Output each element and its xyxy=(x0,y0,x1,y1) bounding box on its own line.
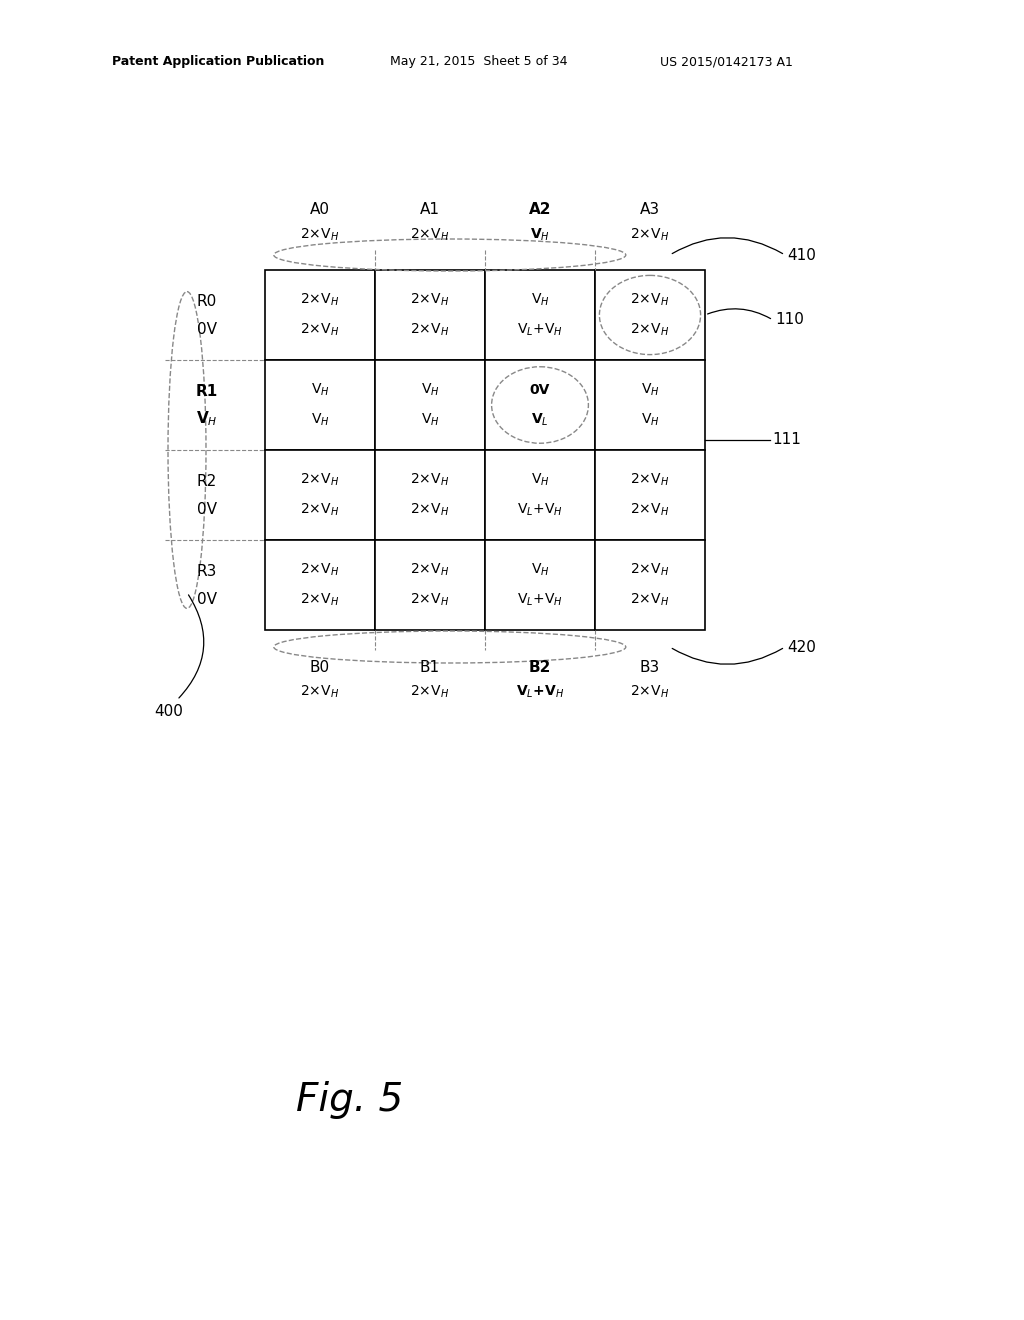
Text: 400: 400 xyxy=(155,705,183,719)
Bar xyxy=(375,360,485,450)
Text: 2×V$_H$: 2×V$_H$ xyxy=(631,471,670,488)
Text: 420: 420 xyxy=(787,639,816,655)
Text: V$_H$: V$_H$ xyxy=(530,561,549,578)
Text: 2×V$_H$: 2×V$_H$ xyxy=(300,502,340,519)
Bar xyxy=(485,540,595,630)
Text: V$_L$+V$_H$: V$_L$+V$_H$ xyxy=(517,502,563,519)
Bar xyxy=(375,540,485,630)
Bar xyxy=(595,271,705,360)
Bar xyxy=(265,360,375,450)
Text: 111: 111 xyxy=(772,433,801,447)
Text: Fig. 5: Fig. 5 xyxy=(296,1081,403,1119)
Text: 2×V$_H$: 2×V$_H$ xyxy=(411,561,450,578)
Text: 2×V$_H$: 2×V$_H$ xyxy=(411,227,450,243)
Text: 2×V$_H$: 2×V$_H$ xyxy=(631,593,670,609)
Text: A3: A3 xyxy=(640,202,660,218)
Text: 2×V$_H$: 2×V$_H$ xyxy=(631,322,670,338)
Text: 410: 410 xyxy=(787,248,816,263)
Bar xyxy=(485,271,595,360)
Text: A2: A2 xyxy=(528,202,551,218)
Text: V$_H$: V$_H$ xyxy=(641,381,659,397)
Text: 2×V$_H$: 2×V$_H$ xyxy=(300,684,340,700)
Text: 2×V$_H$: 2×V$_H$ xyxy=(631,227,670,243)
Text: V$_L$: V$_L$ xyxy=(531,412,549,429)
Text: A1: A1 xyxy=(420,202,440,218)
Text: 2×V$_H$: 2×V$_H$ xyxy=(631,292,670,308)
Bar xyxy=(595,360,705,450)
Bar xyxy=(595,450,705,540)
Text: V$_H$: V$_H$ xyxy=(421,412,439,429)
Text: 2×V$_H$: 2×V$_H$ xyxy=(631,561,670,578)
Text: V$_H$: V$_H$ xyxy=(530,227,550,243)
Text: V$_H$: V$_H$ xyxy=(641,412,659,429)
Text: 2×V$_H$: 2×V$_H$ xyxy=(300,322,340,338)
Bar xyxy=(485,450,595,540)
Text: 0V: 0V xyxy=(197,502,217,516)
Text: 110: 110 xyxy=(775,313,804,327)
Text: B0: B0 xyxy=(310,660,330,676)
Text: V$_H$: V$_H$ xyxy=(530,292,549,308)
Text: R2: R2 xyxy=(197,474,217,490)
Text: V$_H$: V$_H$ xyxy=(530,471,549,488)
Text: R3: R3 xyxy=(197,565,217,579)
Text: 2×V$_H$: 2×V$_H$ xyxy=(411,322,450,338)
Text: 0V: 0V xyxy=(529,383,550,397)
Text: V$_L$+V$_H$: V$_L$+V$_H$ xyxy=(517,322,563,338)
Text: 2×V$_H$: 2×V$_H$ xyxy=(411,502,450,519)
Text: 2×V$_H$: 2×V$_H$ xyxy=(411,292,450,308)
Text: 2×V$_H$: 2×V$_H$ xyxy=(411,471,450,488)
Text: V$_H$: V$_H$ xyxy=(421,381,439,397)
Bar xyxy=(485,360,595,450)
Bar xyxy=(375,271,485,360)
Text: 2×V$_H$: 2×V$_H$ xyxy=(411,684,450,700)
Text: A0: A0 xyxy=(310,202,330,218)
Text: May 21, 2015  Sheet 5 of 34: May 21, 2015 Sheet 5 of 34 xyxy=(390,55,567,69)
Text: B1: B1 xyxy=(420,660,440,676)
Text: V$_L$+V$_H$: V$_L$+V$_H$ xyxy=(516,684,564,700)
Text: R0: R0 xyxy=(197,294,217,309)
Text: 2×V$_H$: 2×V$_H$ xyxy=(300,227,340,243)
Text: V$_H$: V$_H$ xyxy=(310,412,330,429)
Text: R1: R1 xyxy=(196,384,218,400)
Bar xyxy=(595,540,705,630)
Text: 2×V$_H$: 2×V$_H$ xyxy=(631,502,670,519)
Text: B2: B2 xyxy=(528,660,551,676)
Text: 2×V$_H$: 2×V$_H$ xyxy=(300,471,340,488)
Bar xyxy=(265,271,375,360)
Text: US 2015/0142173 A1: US 2015/0142173 A1 xyxy=(660,55,793,69)
Text: 2×V$_H$: 2×V$_H$ xyxy=(300,561,340,578)
Text: Patent Application Publication: Patent Application Publication xyxy=(112,55,325,69)
Text: V$_H$: V$_H$ xyxy=(310,381,330,397)
Text: 2×V$_H$: 2×V$_H$ xyxy=(411,593,450,609)
Text: 2×V$_H$: 2×V$_H$ xyxy=(300,593,340,609)
Text: V$_H$: V$_H$ xyxy=(197,409,218,429)
Text: 0V: 0V xyxy=(197,591,217,606)
Text: 2×V$_H$: 2×V$_H$ xyxy=(631,684,670,700)
Text: 2×V$_H$: 2×V$_H$ xyxy=(300,292,340,308)
Text: B3: B3 xyxy=(640,660,660,676)
Text: 0V: 0V xyxy=(197,322,217,337)
Text: V$_L$+V$_H$: V$_L$+V$_H$ xyxy=(517,593,563,609)
Bar xyxy=(265,450,375,540)
Bar xyxy=(375,450,485,540)
Bar xyxy=(265,540,375,630)
